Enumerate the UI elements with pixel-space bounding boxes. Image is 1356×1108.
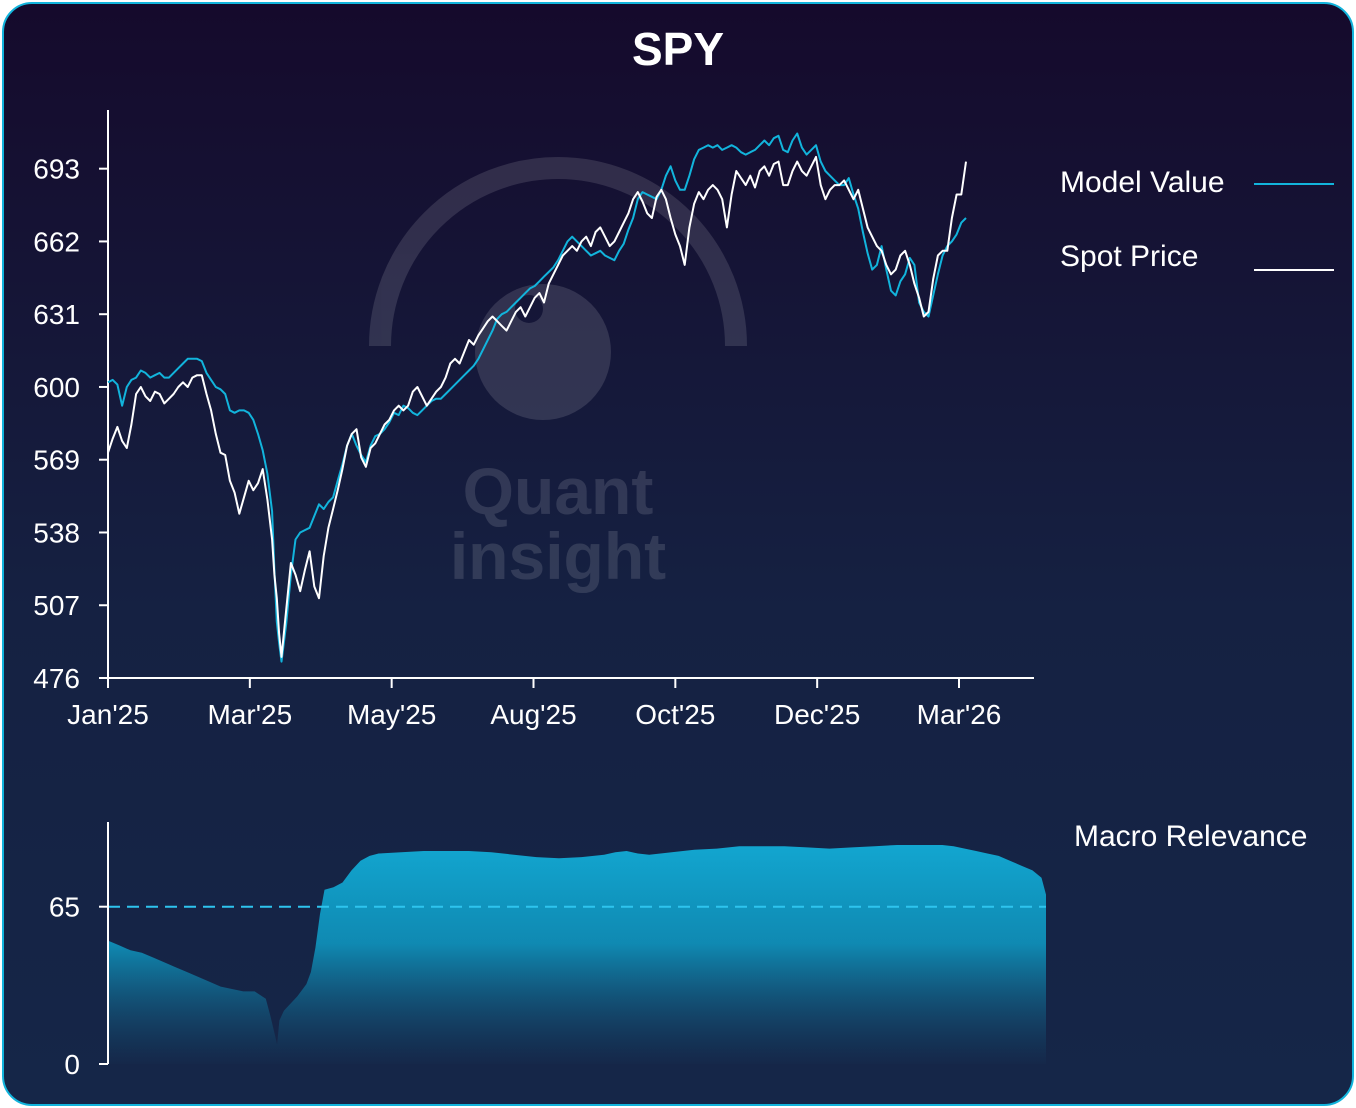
macro-y-tick-label: 0 [64,1049,80,1080]
y-tick-label: 538 [33,517,80,548]
y-tick-label: 662 [33,226,80,257]
legend-label-macro-relevance: Macro Relevance [1074,820,1307,853]
x-tick-label: Oct'25 [635,699,715,730]
chart-title: SPY [631,23,725,75]
chart-canvas: Quant insight 476 507 538 569 600 631 662 693 Ja… [33,110,1334,1080]
x-tick-label: Aug'25 [490,699,576,730]
y-tick-label: 600 [33,372,80,403]
price-chart: 476 507 538 569 600 631 662 693 Jan'25 Mar'25 May'… [33,110,1034,730]
watermark-logo: Quant insight [369,157,747,593]
svg-text:insight: insight [450,519,666,593]
svg-text:Quant: Quant [463,454,654,528]
legend-label-spot-price: Spot Price [1060,240,1198,273]
y-tick-label: 631 [33,299,80,330]
macro-relevance-chart: 0 65 [49,822,1046,1080]
legend-label-model-value: Model Value [1060,166,1225,199]
legends: Model Value Spot Price Macro Relevance [1060,166,1334,853]
series-line-model-value [107,132,967,663]
y-tick-label: 476 [33,663,80,694]
x-tick-label: May'25 [347,699,436,730]
x-tick-label: Mar'26 [917,699,1002,730]
macro-y-tick-label: 65 [49,892,80,923]
y-tick-label: 507 [33,590,80,621]
x-tick-label: Mar'25 [207,699,292,730]
x-tick-label: Dec'25 [774,699,860,730]
x-tick-label: Jan'25 [67,699,149,730]
macro-relevance-area [108,845,1046,1064]
series-line-spot-price [107,155,967,658]
y-tick-label: 693 [33,154,80,185]
y-tick-label: 569 [33,445,80,476]
